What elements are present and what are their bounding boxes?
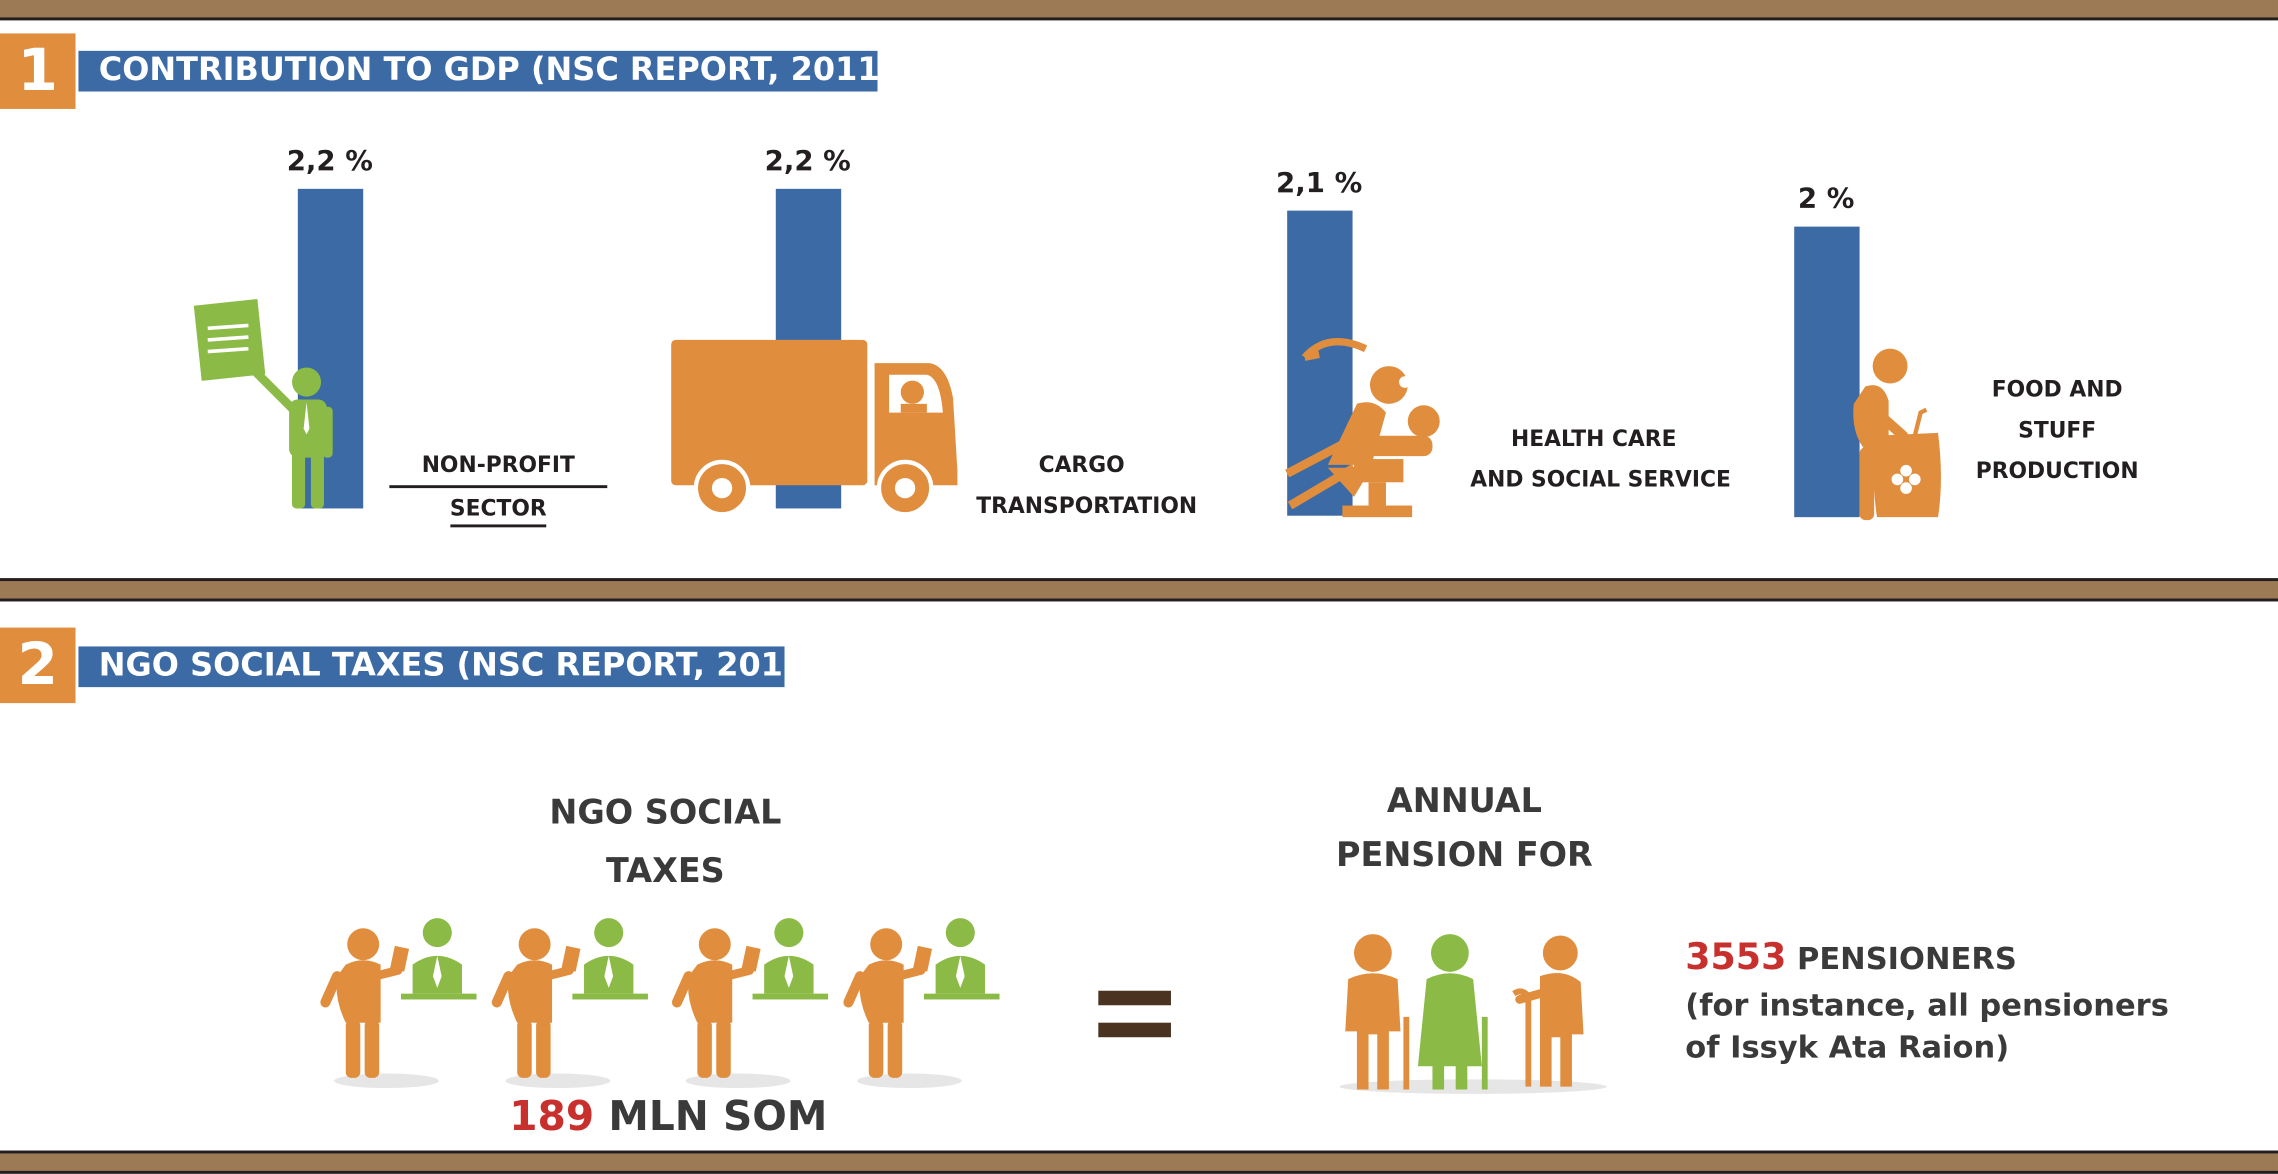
category-label-nonprofit: NON-PROFIT SECTOR — [389, 445, 608, 529]
equals-sign: = — [1098, 990, 1171, 1040]
pensioners-icon — [1339, 934, 1607, 1094]
pensioners-count: 3553 PENSIONERS — [1685, 936, 2017, 978]
taxpayers-icon-group — [314, 912, 1011, 1092]
bar-food — [1794, 226, 1860, 518]
bar-value-label-cargo: 2,2 % — [764, 145, 851, 178]
truck-icon — [671, 339, 958, 517]
pensioners-count-word: PENSIONERS — [1786, 941, 2017, 977]
label-rule — [389, 485, 608, 489]
pensioners-count-number: 3553 — [1685, 935, 1787, 978]
category-label-line: FOOD AND — [1991, 376, 2123, 403]
category-label-line: NON-PROFIT — [421, 451, 575, 478]
taxes-label-line: NGO SOCIAL — [549, 794, 782, 833]
section2-title: NGO SOCIAL TAXES (NSC REPORT, 2012) — [78, 646, 820, 688]
bar-value-label-nonprofit: 2,2 % — [286, 145, 373, 178]
worker-sack-icon — [1853, 348, 1941, 521]
taxes-label-line: TAXES — [606, 852, 725, 891]
category-label-line: STUFF — [2018, 416, 2097, 444]
pension-label-line: PENSION FOR — [1336, 836, 1593, 875]
taxes-label: NGO SOCIAL TAXES — [520, 784, 811, 900]
section2-number: 2 — [0, 627, 76, 704]
bar-value-label-food: 2 % — [1797, 183, 1855, 215]
pension-label-line: ANNUAL — [1386, 783, 1542, 821]
category-label-line: PRODUCTION — [1975, 457, 2139, 484]
category-label-health: HEALTH CARE AND SOCIAL SERVICE — [1470, 418, 1731, 499]
pensioners-note-line: of Issyk Ata Raion) — [1685, 1029, 2010, 1065]
taxes-amount-number: 189 — [509, 1092, 595, 1141]
pension-label: ANNUAL PENSION FOR — [1331, 776, 1598, 883]
pensioners-note: (for instance, all pensioners of Issyk A… — [1685, 985, 2169, 1069]
section1-number: 1 — [0, 33, 76, 109]
document-person-icon — [193, 299, 333, 509]
top-band — [0, 0, 2278, 21]
pensioners-note-line: (for instance, all pensioners — [1685, 987, 2169, 1023]
dentist-icon — [1285, 338, 1440, 518]
category-label-food: FOOD AND STUFF PRODUCTION — [1964, 369, 2150, 491]
category-label-line: HEALTH CARE — [1510, 425, 1677, 452]
bar-value-label-health: 2,1 % — [1276, 167, 1363, 200]
category-label-line: CARGO — [1038, 451, 1125, 478]
category-label-cargo: CARGO TRANSPORTATION — [976, 445, 1198, 526]
section1-title: CONTRIBUTION TO GDP (NSC REPORT, 2011) — [78, 50, 894, 92]
category-label-line: AND SOCIAL SERVICE — [1470, 466, 1731, 493]
middle-band — [0, 578, 2278, 602]
taxes-amount: 189 MLN SOM — [494, 1092, 843, 1140]
taxes-amount-unit: MLN SOM — [594, 1092, 828, 1141]
bottom-band — [0, 1150, 2278, 1174]
category-label-line: SECTOR — [449, 492, 547, 528]
category-label-line: TRANSPORTATION — [976, 492, 1198, 519]
